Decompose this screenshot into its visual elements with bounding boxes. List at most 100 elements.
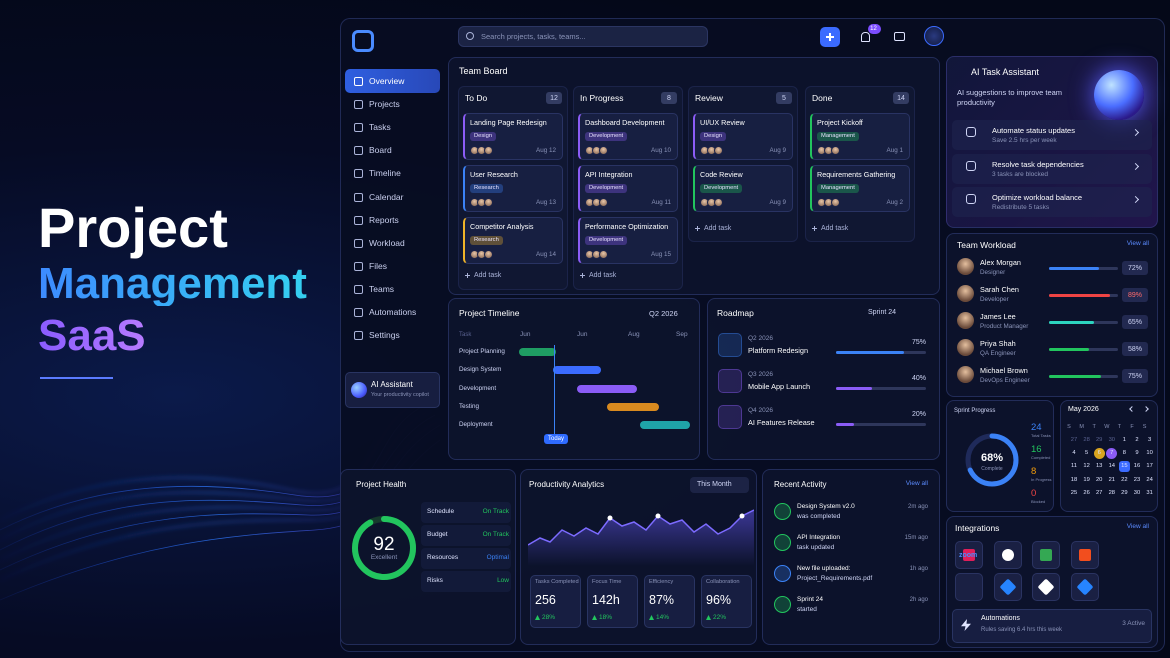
add-task: Add task bbox=[589, 272, 617, 279]
calendar-day: 12 bbox=[1083, 463, 1090, 470]
ai-suggestion[interactable] bbox=[952, 120, 1152, 150]
bell-icon[interactable] bbox=[861, 32, 870, 42]
nav-item: Calendar bbox=[369, 191, 404, 202]
stat-label: Efficiency bbox=[649, 579, 674, 585]
search-box[interactable] bbox=[458, 26, 708, 47]
member-avatar bbox=[957, 285, 974, 302]
nav-icon bbox=[354, 77, 363, 86]
task-title: User Research bbox=[470, 170, 518, 179]
task-date: Aug 12 bbox=[536, 147, 556, 154]
add-task: Add task bbox=[821, 225, 849, 232]
task-card[interactable] bbox=[578, 165, 678, 212]
task-title: Competitor Analysis bbox=[470, 222, 534, 231]
badge-count: 12 bbox=[870, 26, 877, 32]
calendar-day: 2 bbox=[1135, 437, 1139, 443]
stat-value: 16 bbox=[1031, 444, 1042, 455]
sprint-label: Complete bbox=[981, 466, 1003, 472]
task-title: Code Review bbox=[700, 170, 743, 179]
stat-label: Blocked bbox=[1031, 499, 1046, 504]
workload-title: Team Workload bbox=[957, 240, 1016, 250]
progress-track bbox=[836, 423, 926, 426]
activity-time: 2m ago bbox=[907, 504, 928, 510]
integration-tile[interactable] bbox=[993, 541, 1022, 569]
member-avatar bbox=[957, 339, 974, 356]
nav-item: Timeline bbox=[369, 168, 401, 179]
integration-tile[interactable] bbox=[955, 573, 983, 601]
task-tag: Management bbox=[817, 132, 859, 141]
health-score: 92 bbox=[373, 534, 395, 555]
assistant-subtitle: Your productivity copilot bbox=[371, 392, 429, 398]
project-timeline bbox=[448, 298, 700, 460]
calendar-day: 28 bbox=[1108, 489, 1116, 496]
view-all: View all bbox=[1126, 523, 1149, 530]
activity-title: New file uploaded: bbox=[797, 565, 851, 572]
nav-item: Overview bbox=[369, 76, 405, 86]
chat-icon[interactable] bbox=[894, 32, 905, 41]
period-select[interactable] bbox=[690, 477, 749, 493]
trend-line bbox=[528, 509, 754, 566]
stat-delta: 14% bbox=[656, 614, 670, 621]
weekday: T bbox=[1092, 424, 1096, 430]
stat-value: 24 bbox=[1031, 422, 1042, 433]
calendar-day: 31 bbox=[1146, 489, 1153, 496]
load-bar bbox=[1049, 267, 1099, 270]
nav-icon bbox=[354, 146, 363, 156]
integration-tile[interactable] bbox=[1032, 573, 1060, 601]
ring-progress bbox=[965, 433, 1019, 487]
task-card[interactable] bbox=[810, 165, 910, 212]
calendar-day: 4 bbox=[1072, 450, 1076, 457]
weekday: M bbox=[1079, 424, 1084, 430]
nav-icon bbox=[354, 331, 363, 341]
roadmap-progress: 75% bbox=[911, 339, 926, 346]
task-tag: Research bbox=[470, 236, 503, 245]
avatar[interactable] bbox=[924, 26, 944, 46]
stat-label: Collaboration bbox=[706, 579, 740, 585]
suggestion-detail: 3 tasks are blocked bbox=[992, 170, 1049, 178]
column-count: 12 bbox=[550, 95, 558, 102]
member-avatar bbox=[957, 312, 974, 329]
task-tag: Design bbox=[700, 132, 727, 141]
calendar-day: 29 bbox=[1121, 489, 1128, 496]
today-label: Today bbox=[544, 434, 569, 444]
weekday: S bbox=[1142, 424, 1147, 430]
column-title: Done bbox=[812, 93, 833, 103]
column-count: 8 bbox=[667, 95, 671, 102]
calendar-day: 17 bbox=[1146, 463, 1153, 470]
roadmap-quarter: Q2 2026 bbox=[748, 335, 773, 342]
calendar-day: 11 bbox=[1070, 463, 1078, 470]
analytics-period: This Month bbox=[697, 481, 732, 488]
calendar-day: 5 bbox=[1084, 450, 1089, 457]
integration-tile[interactable] bbox=[1070, 573, 1099, 601]
stat-delta: 22% bbox=[713, 614, 727, 621]
activity-title: Sprint 24 bbox=[797, 596, 824, 603]
suggestion-title: Automate status updates bbox=[992, 126, 1075, 135]
health-row bbox=[421, 502, 511, 523]
column-count-bg bbox=[661, 92, 677, 104]
health-title: Project Health bbox=[356, 480, 407, 489]
stat-value: 0 bbox=[1031, 488, 1037, 499]
up-arrow bbox=[535, 615, 540, 620]
calendar-day: 15 bbox=[1121, 463, 1128, 470]
member-role: DevOps Engineer bbox=[980, 377, 1030, 384]
member-avatar bbox=[714, 146, 723, 155]
activity-time: 15m ago bbox=[904, 535, 928, 541]
activity-time: 1h ago bbox=[909, 566, 928, 572]
task-tag: Development bbox=[700, 184, 743, 193]
health-label: Risks bbox=[427, 577, 443, 584]
load-pill bbox=[1122, 315, 1148, 329]
ai-suggestion[interactable] bbox=[952, 153, 1152, 184]
view-all: View all bbox=[1126, 240, 1149, 247]
stat-value: 8 bbox=[1031, 466, 1037, 477]
ai-suggestion[interactable] bbox=[952, 187, 1152, 217]
task-title: Project Kickoff bbox=[817, 118, 863, 127]
automations-card[interactable] bbox=[952, 609, 1152, 643]
progress-bar bbox=[836, 387, 872, 390]
nav-icon bbox=[354, 308, 363, 317]
column-header: Task bbox=[459, 332, 472, 338]
task-title: API Integration bbox=[585, 170, 633, 179]
nav-item: Projects bbox=[369, 99, 400, 110]
task-tag: Research bbox=[470, 184, 503, 193]
column-count: 14 bbox=[897, 95, 905, 102]
member-name: Priya Shah bbox=[980, 339, 1016, 348]
plus bbox=[814, 226, 815, 231]
